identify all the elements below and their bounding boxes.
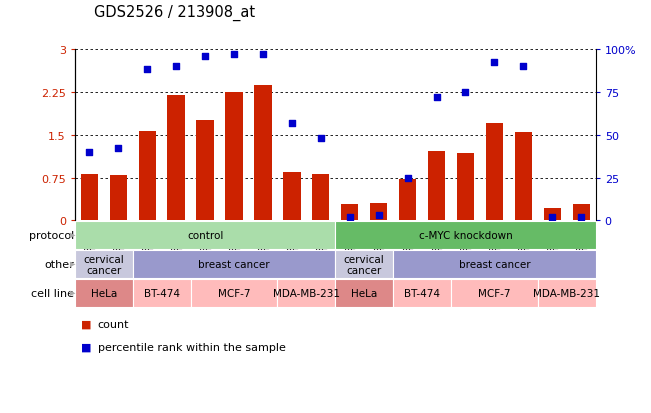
Text: MDA-MB-231: MDA-MB-231: [533, 289, 600, 299]
Bar: [370, 204, 387, 221]
Bar: [399, 180, 416, 221]
Bar: [312, 174, 329, 221]
Bar: [428, 151, 445, 221]
Point: [344, 214, 355, 221]
Bar: [75, 222, 335, 250]
Bar: [486, 124, 503, 221]
Point: [258, 51, 268, 58]
Bar: [538, 280, 596, 308]
Bar: [133, 251, 335, 279]
Text: MCF-7: MCF-7: [478, 289, 510, 299]
Text: HeLa: HeLa: [351, 289, 378, 299]
Bar: [255, 85, 271, 221]
Text: breast cancer: breast cancer: [458, 260, 530, 270]
Bar: [225, 93, 243, 221]
Text: percentile rank within the sample: percentile rank within the sample: [98, 342, 286, 352]
Bar: [572, 205, 590, 221]
Bar: [515, 133, 532, 221]
Point: [200, 53, 210, 60]
Text: cervical
cancer: cervical cancer: [344, 254, 385, 275]
Bar: [283, 173, 301, 221]
Text: breast cancer: breast cancer: [198, 260, 270, 270]
Bar: [341, 205, 359, 221]
Point: [113, 146, 124, 152]
Text: ■: ■: [81, 342, 92, 352]
Text: BT-474: BT-474: [144, 289, 180, 299]
Text: cell line: cell line: [31, 289, 74, 299]
Point: [229, 51, 239, 58]
Point: [432, 94, 442, 101]
Point: [171, 64, 182, 70]
Bar: [75, 280, 133, 308]
Point: [84, 149, 94, 156]
Point: [489, 60, 499, 66]
Text: cervical
cancer: cervical cancer: [83, 254, 124, 275]
Bar: [191, 280, 277, 308]
Point: [402, 175, 413, 181]
Point: [374, 213, 384, 219]
Bar: [277, 280, 335, 308]
Text: MDA-MB-231: MDA-MB-231: [273, 289, 340, 299]
Bar: [335, 280, 393, 308]
Text: HeLa: HeLa: [90, 289, 117, 299]
Bar: [139, 131, 156, 221]
Point: [460, 89, 471, 96]
Point: [286, 120, 297, 126]
Bar: [75, 251, 133, 279]
Bar: [393, 280, 451, 308]
Bar: [133, 280, 191, 308]
Text: control: control: [187, 231, 223, 241]
Point: [518, 64, 529, 70]
Text: GDS2526 / 213908_at: GDS2526 / 213908_at: [94, 5, 256, 21]
Point: [547, 214, 557, 221]
Text: count: count: [98, 319, 129, 329]
Point: [316, 135, 326, 142]
Bar: [335, 222, 596, 250]
Bar: [109, 175, 127, 221]
Text: protocol: protocol: [29, 231, 74, 241]
Text: MCF-7: MCF-7: [217, 289, 250, 299]
Bar: [457, 154, 474, 221]
Point: [142, 67, 152, 74]
Text: other: other: [44, 260, 74, 270]
Bar: [393, 251, 596, 279]
Bar: [167, 96, 185, 221]
Text: ■: ■: [81, 319, 92, 329]
Bar: [544, 209, 561, 221]
Bar: [81, 174, 98, 221]
Text: BT-474: BT-474: [404, 289, 440, 299]
Bar: [451, 280, 538, 308]
Point: [576, 214, 587, 221]
Bar: [197, 121, 214, 221]
Bar: [335, 251, 393, 279]
Text: c-MYC knockdown: c-MYC knockdown: [419, 231, 512, 241]
